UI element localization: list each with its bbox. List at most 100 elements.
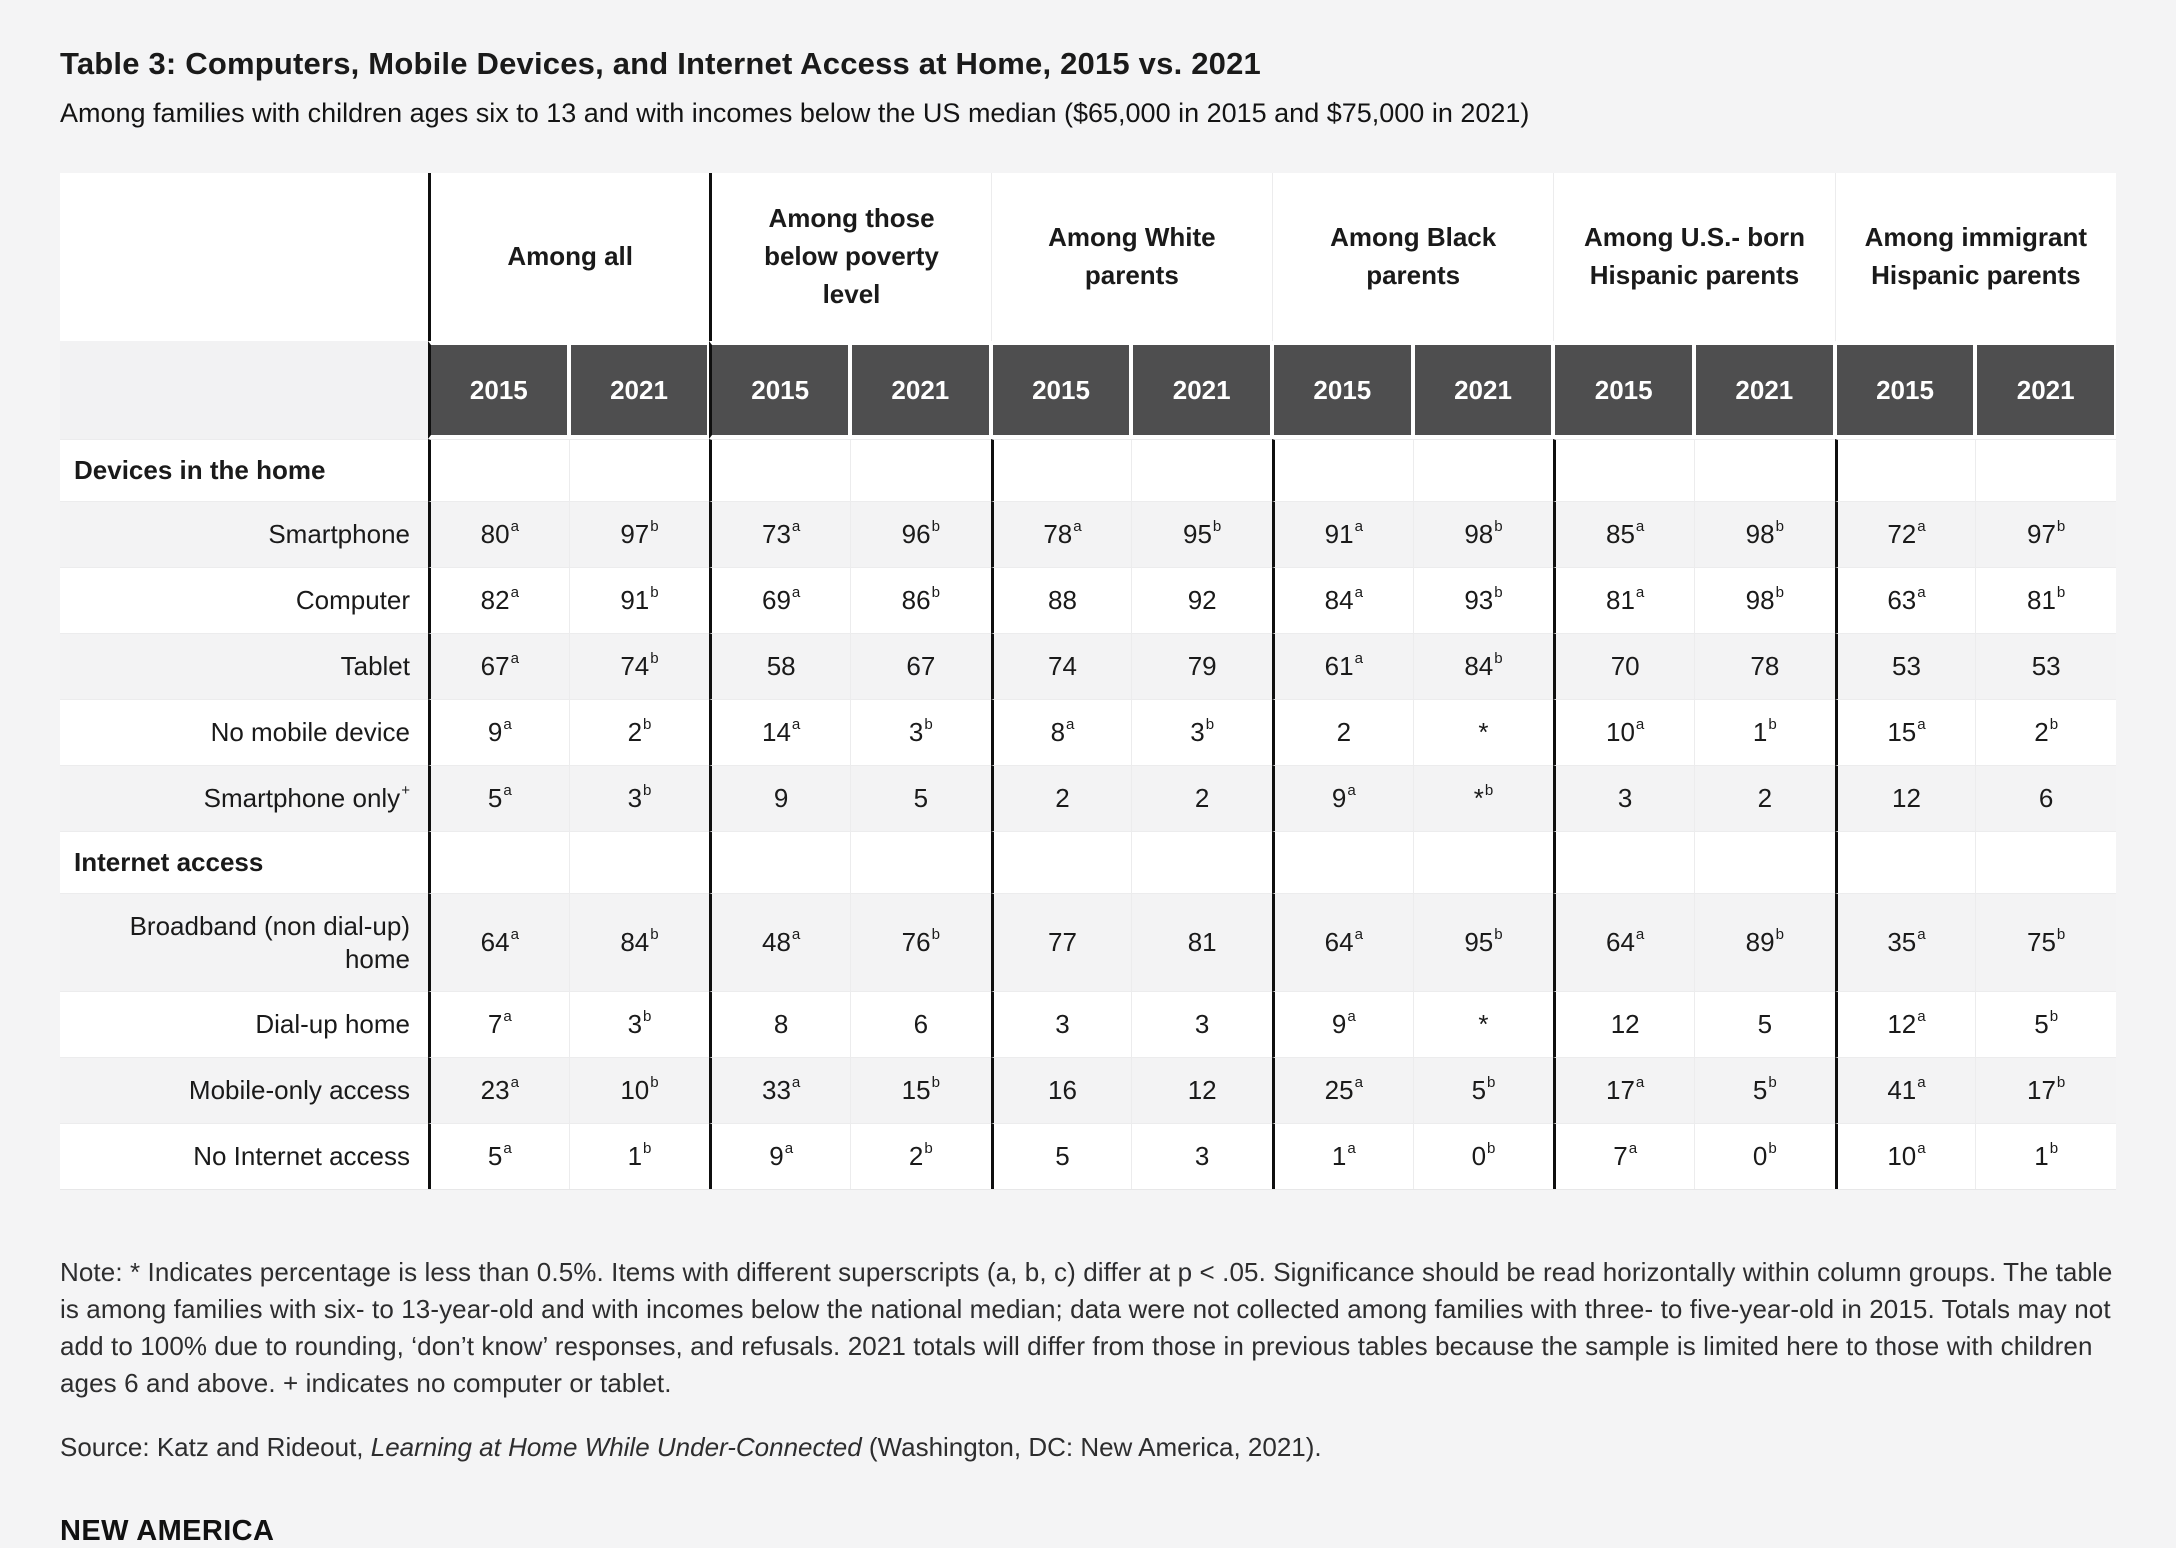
value-cell: 85 a (1553, 501, 1694, 567)
value-cell: 3 (990, 991, 1132, 1057)
value-cell: 77 (990, 893, 1132, 991)
value-cell: * (1412, 699, 1554, 765)
group-header: Among U.S.- born Hispanic parents (1553, 173, 1835, 341)
value-cell: 73 a (709, 501, 850, 567)
value-cell: 2 (990, 765, 1132, 831)
value-cell: 12 (1131, 1057, 1272, 1123)
value-cell: 67 (850, 633, 991, 699)
row-label: Smartphone only + (60, 765, 428, 831)
value-cell: 84 a (1272, 567, 1413, 633)
empty-cell (1834, 831, 1976, 893)
value-cell: 17 b (1975, 1057, 2116, 1123)
year-header: 2015 (990, 341, 1132, 439)
value-cell: 78 a (990, 501, 1132, 567)
value-cell: 53 (1975, 633, 2116, 699)
brand-logo: NEW AMERICA (60, 1514, 275, 1547)
empty-cell (1412, 439, 1554, 501)
value-cell: 15 a (1834, 699, 1976, 765)
year-header: 2021 (1694, 341, 1835, 439)
value-cell: 69 a (709, 567, 850, 633)
year-header: 2021 (568, 341, 710, 439)
note-text: Note: * Indicates percentage is less tha… (60, 1257, 2113, 1398)
value-cell: 10 a (1553, 699, 1694, 765)
value-cell: 10 a (1834, 1123, 1976, 1189)
value-cell: 95 b (1412, 893, 1554, 991)
value-cell: 2 (1694, 765, 1835, 831)
value-cell: 63 a (1834, 567, 1976, 633)
year-header: 2021 (1975, 341, 2116, 439)
empty-cell (850, 831, 991, 893)
value-cell: 74 b (568, 633, 710, 699)
value-cell: 84 b (1412, 633, 1554, 699)
page-title: Table 3: Computers, Mobile Devices, and … (60, 46, 1261, 81)
value-cell: 6 (1975, 765, 2116, 831)
empty-cell (1553, 831, 1694, 893)
row-label: Mobile-only access (60, 1057, 428, 1123)
source-text: Source: Katz and Rideout, Learning at Ho… (60, 1432, 2116, 1463)
value-cell: 12 (1553, 991, 1694, 1057)
value-cell: 74 (990, 633, 1132, 699)
value-cell: 81 a (1553, 567, 1694, 633)
value-cell: 81 (1131, 893, 1272, 991)
empty-cell (1694, 831, 1835, 893)
page-subtitle: Among families with children ages six to… (60, 98, 1530, 128)
value-cell: 98 b (1694, 501, 1835, 567)
year-header: 2021 (1412, 341, 1554, 439)
value-cell: 2 (1131, 765, 1272, 831)
row-label: Broadband (non dial-up) home (60, 893, 428, 991)
value-cell: 80 a (428, 501, 569, 567)
empty-cell (568, 439, 710, 501)
value-cell: 17 a (1553, 1057, 1694, 1123)
empty-cell (1272, 439, 1413, 501)
value-cell: * b (1412, 765, 1554, 831)
source-suffix: (Washington, DC: New America, 2021). (861, 1431, 1322, 1462)
empty-cell (990, 831, 1132, 893)
value-cell: 76 b (850, 893, 991, 991)
value-cell: 5 (990, 1123, 1132, 1189)
value-cell: 84 b (568, 893, 710, 991)
value-cell: 10 b (568, 1057, 710, 1123)
year-header: 2021 (850, 341, 991, 439)
value-cell: 86 b (850, 567, 991, 633)
empty-cell (1553, 439, 1694, 501)
empty-cell (1131, 439, 1272, 501)
value-cell: 98 b (1412, 501, 1554, 567)
source-prefix: Source: Katz and Rideout, (60, 1431, 371, 1462)
value-cell: 70 (1553, 633, 1694, 699)
row-label: Smartphone (60, 501, 428, 567)
source-title: Learning at Home While Under-Connected (370, 1431, 862, 1462)
empty-cell (428, 439, 569, 501)
data-table: Among all Among those below poverty level… (60, 173, 2116, 1190)
empty-cell (1834, 439, 1976, 501)
value-cell: 15 b (850, 1057, 991, 1123)
empty-cell (990, 439, 1132, 501)
value-cell: 93 b (1412, 567, 1554, 633)
value-cell: 81 b (1975, 567, 2116, 633)
row-label: Tablet (60, 633, 428, 699)
value-cell: 58 (709, 633, 850, 699)
value-cell: 8 (709, 991, 850, 1057)
value-cell: * (1412, 991, 1554, 1057)
group-header: Among all (428, 173, 710, 341)
value-cell: 48 a (709, 893, 850, 991)
empty-cell (1975, 831, 2116, 893)
value-cell: 88 (990, 567, 1132, 633)
